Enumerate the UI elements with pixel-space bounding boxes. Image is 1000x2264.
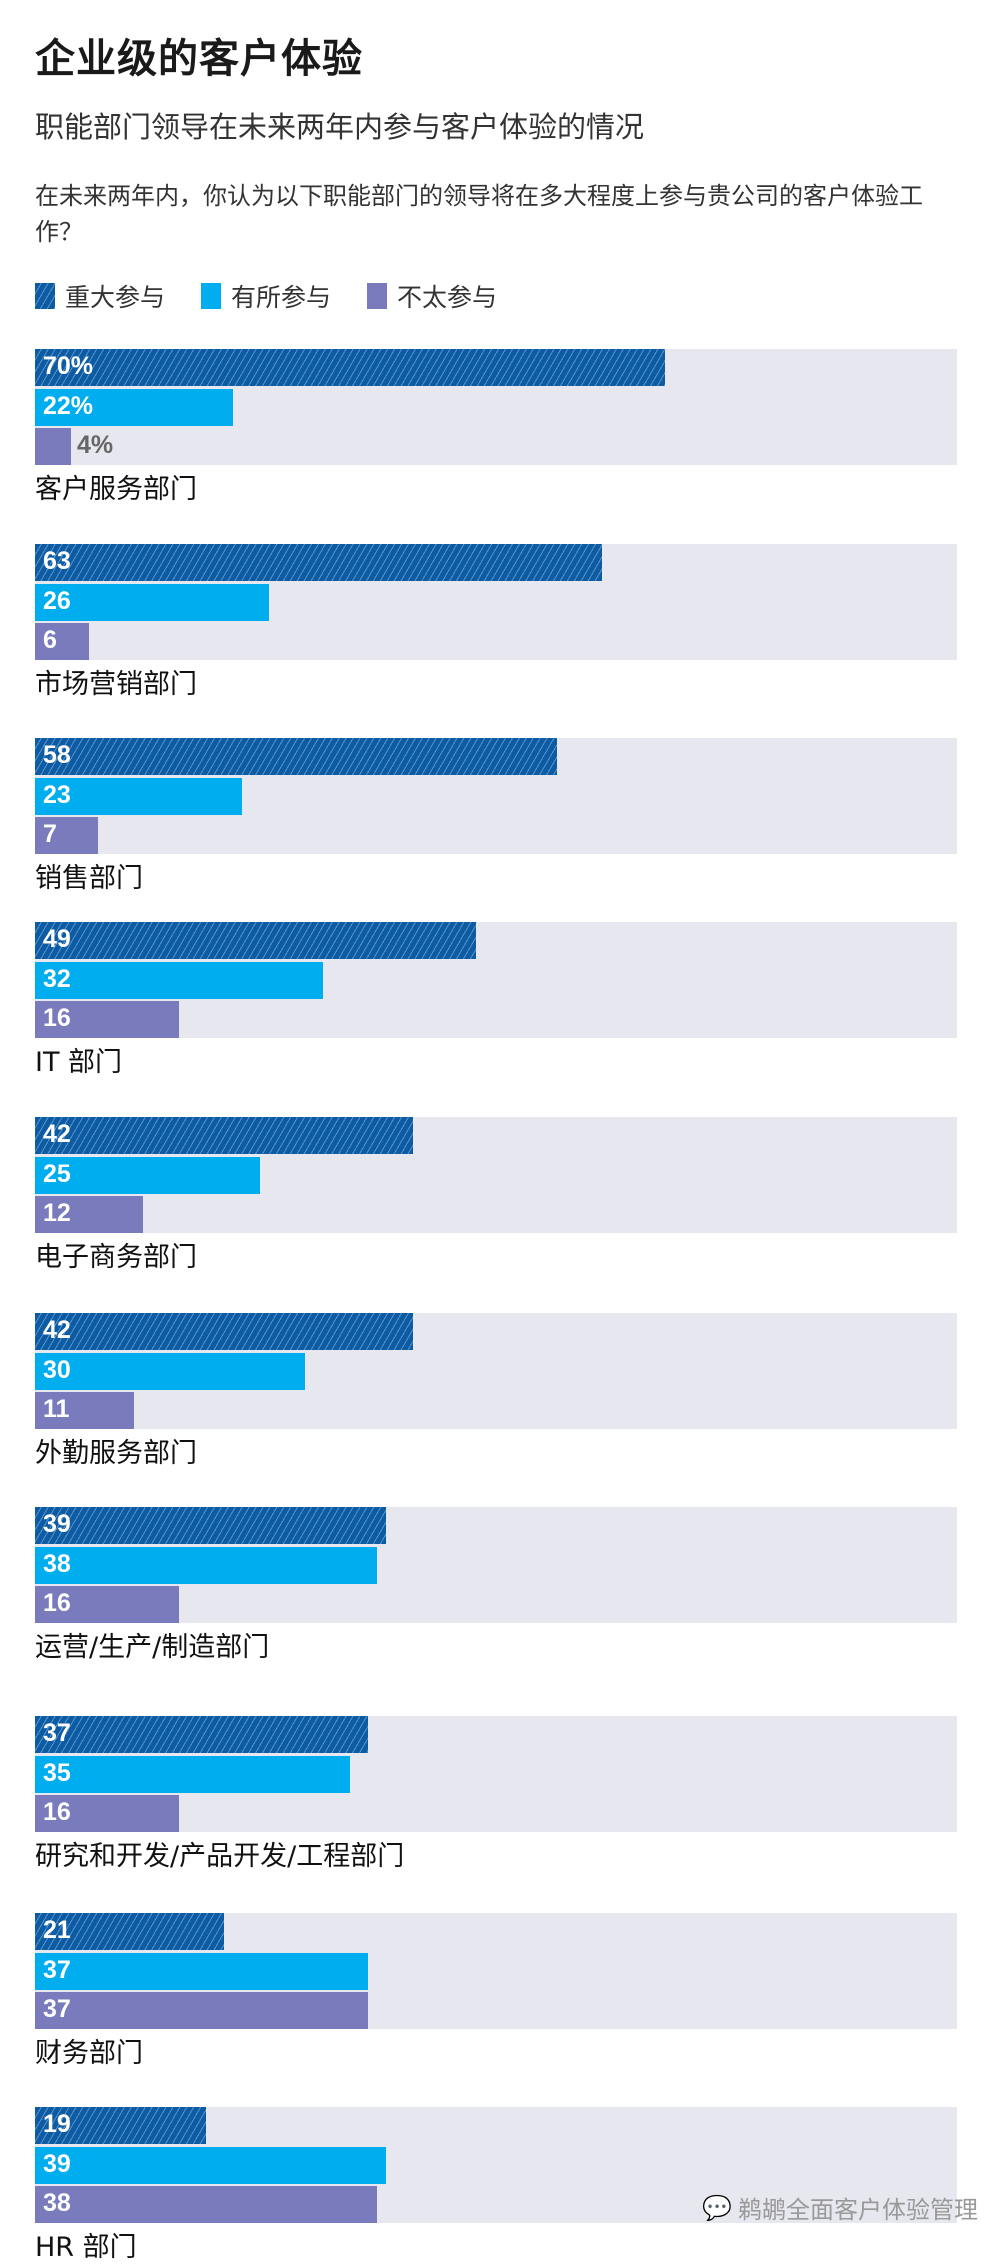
- data-label: 39: [43, 2149, 71, 2178]
- data-label: 37: [43, 1719, 71, 1747]
- category-label: 外勤服务部门: [35, 1438, 197, 1469]
- bar-some: [35, 1352, 305, 1390]
- legend: 重大参与 有所参与 不太参与: [35, 278, 497, 314]
- bar-major: [35, 1507, 386, 1544]
- data-label: 37: [43, 1955, 71, 1984]
- bar-some: [35, 1156, 260, 1194]
- data-label: 42: [43, 1316, 71, 1344]
- bar-some: [35, 583, 269, 621]
- data-label: 32: [43, 964, 71, 993]
- chart-title: 企业级的客户体验: [35, 36, 363, 82]
- bar-little: [35, 428, 71, 465]
- bar-little: [35, 1992, 368, 2029]
- bar-major: [35, 738, 557, 775]
- bar-some: [35, 2146, 386, 2184]
- data-label: 39: [43, 1510, 71, 1538]
- bar-little: [35, 1586, 179, 1623]
- bar-major: [35, 1117, 413, 1154]
- category-label: 电子商务部门: [35, 1242, 197, 1273]
- wechat-icon: 💬: [702, 2193, 732, 2222]
- bar-little: [35, 623, 89, 660]
- data-label: 22%: [43, 391, 94, 420]
- legend-swatch-major: [35, 283, 55, 309]
- data-label: 58: [43, 741, 71, 769]
- data-label: 37: [43, 1995, 71, 2023]
- bar-major: [35, 349, 665, 386]
- bar-little: [35, 1392, 134, 1429]
- data-label: 70%: [43, 352, 94, 380]
- legend-swatch-little: [367, 283, 388, 309]
- bar-some: [35, 1755, 350, 1793]
- category-label: 财务部门: [35, 2038, 143, 2069]
- bar-some: [35, 1952, 368, 1990]
- bar-some: [35, 388, 233, 426]
- legend-label: 不太参与: [397, 283, 498, 312]
- legend-label: 重大参与: [65, 283, 166, 312]
- category-label: 客户服务部门: [35, 474, 197, 505]
- data-label: 21: [43, 1916, 71, 1944]
- legend-item-little: 不太参与: [367, 278, 497, 314]
- data-label: 16: [43, 1589, 71, 1617]
- watermark: 💬 鹈鹕全面客户体验管理: [702, 2190, 978, 2225]
- survey-question: 在未来两年内，你认为以下职能部门的领导将在多大程度上参与贵公司的客户体验工作？: [35, 182, 923, 246]
- data-label: 25: [43, 1159, 71, 1188]
- category-label: 市场营销部门: [35, 669, 197, 700]
- data-label: 4%: [77, 431, 114, 459]
- legend-item-major: 重大参与: [35, 278, 165, 314]
- chart-subtitle: 职能部门领导在未来两年内参与客户体验的情况: [35, 110, 645, 144]
- bar-major: [35, 1313, 413, 1350]
- data-label: 42: [43, 1120, 71, 1148]
- data-label: 26: [43, 586, 71, 615]
- data-label: 63: [43, 547, 71, 575]
- data-label: 7: [43, 820, 57, 848]
- data-label: 12: [43, 1199, 71, 1227]
- data-label: 19: [43, 2110, 71, 2138]
- data-label: 35: [43, 1758, 71, 1787]
- category-label: 销售部门: [35, 863, 143, 894]
- bar-major: [35, 2107, 206, 2144]
- data-label: 23: [43, 780, 71, 809]
- bar-little: [35, 817, 98, 854]
- data-label: 11: [43, 1395, 70, 1423]
- bar-major: [35, 1716, 368, 1753]
- category-label: 运营/生产/制造部门: [35, 1632, 270, 1663]
- data-label: 16: [43, 1798, 71, 1826]
- bar-some: [35, 1546, 377, 1584]
- legend-label: 有所参与: [231, 283, 332, 312]
- data-label: 49: [43, 925, 71, 953]
- category-label: IT 部门: [35, 1047, 123, 1078]
- watermark-text: 鹈鹕全面客户体验管理: [738, 2196, 978, 2224]
- data-label: 38: [43, 2189, 71, 2217]
- data-label: 38: [43, 1549, 71, 1578]
- bar-major: [35, 922, 476, 959]
- bar-little: [35, 1795, 179, 1832]
- category-label: 研究和开发/产品开发/工程部门: [35, 1841, 405, 1872]
- bar-major: [35, 1913, 224, 1950]
- data-label: 16: [43, 1004, 71, 1032]
- legend-swatch-some: [201, 283, 222, 309]
- data-label: 30: [43, 1355, 71, 1384]
- bar-little: [35, 1196, 143, 1233]
- bar-some: [35, 961, 323, 999]
- bar-major: [35, 544, 602, 581]
- bar-some: [35, 777, 242, 815]
- bar-little: [35, 2186, 377, 2223]
- category-label: HR 部门: [35, 2232, 137, 2263]
- data-label: 6: [43, 626, 57, 654]
- legend-item-some: 有所参与: [201, 278, 331, 314]
- bar-little: [35, 1001, 179, 1038]
